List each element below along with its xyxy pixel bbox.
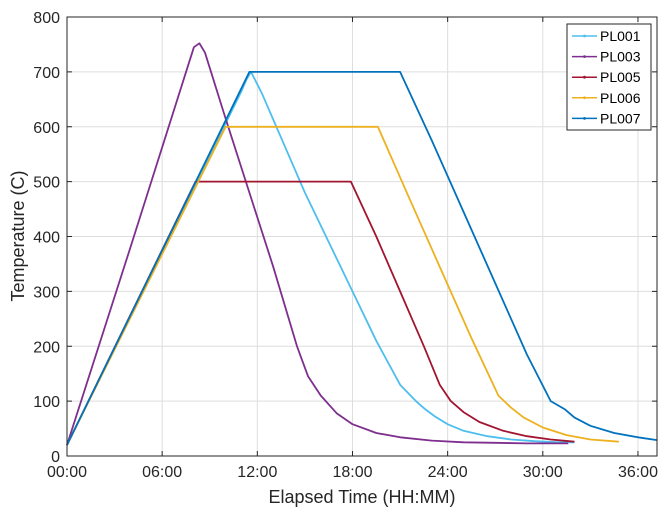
legend-marker-pl003 <box>583 55 586 58</box>
y-axis-label: Temperature (C) <box>8 170 28 301</box>
x-tick-label: 06:00 <box>142 464 182 481</box>
y-tick-label: 600 <box>33 120 60 137</box>
x-tick-label: 00:00 <box>47 464 87 481</box>
legend-label-pl003: PL003 <box>600 49 641 65</box>
x-tick-label: 12:00 <box>237 464 277 481</box>
series-layer <box>66 42 658 446</box>
legend-label-pl005: PL005 <box>600 69 641 85</box>
y-tick-label: 500 <box>33 175 60 192</box>
legend-label-pl006: PL006 <box>600 90 641 106</box>
tick-labels: 00:00 06:00 12:00 18:00 24:00 30:00 36:00 0 100 2… <box>33 10 658 481</box>
series-line-pl007 <box>66 71 658 446</box>
x-axis-label: Elapsed Time (HH:MM) <box>268 487 455 507</box>
legend-marker-pl001 <box>583 34 586 38</box>
x-tick-label: 30:00 <box>523 464 563 481</box>
y-tick-label: 400 <box>33 230 60 247</box>
x-tick-label: 18:00 <box>332 464 372 481</box>
series-line-pl005 <box>66 180 575 446</box>
legend-label-pl007: PL007 <box>600 110 641 126</box>
legend-marker-pl006 <box>583 96 586 100</box>
series-line-pl003 <box>66 42 569 446</box>
legend: PL001 PL003 PL005 PL006 PL007 <box>566 23 652 131</box>
y-tick-label: 0 <box>51 449 60 466</box>
y-tick-label: 100 <box>33 394 60 411</box>
x-tick-label: 24:00 <box>428 464 468 481</box>
y-tick-label: 300 <box>33 284 60 301</box>
series-line-pl006 <box>66 125 619 446</box>
legend-marker-pl007 <box>583 117 586 120</box>
y-tick-label: 800 <box>33 10 60 27</box>
y-tick-label: 700 <box>33 65 60 82</box>
x-tick-label: 36:00 <box>618 464 658 481</box>
series-line-pl001 <box>66 71 575 446</box>
legend-marker-pl005 <box>583 75 586 79</box>
legend-label-pl001: PL001 <box>600 28 641 44</box>
y-tick-label: 200 <box>33 339 60 356</box>
legend-box <box>566 23 652 131</box>
